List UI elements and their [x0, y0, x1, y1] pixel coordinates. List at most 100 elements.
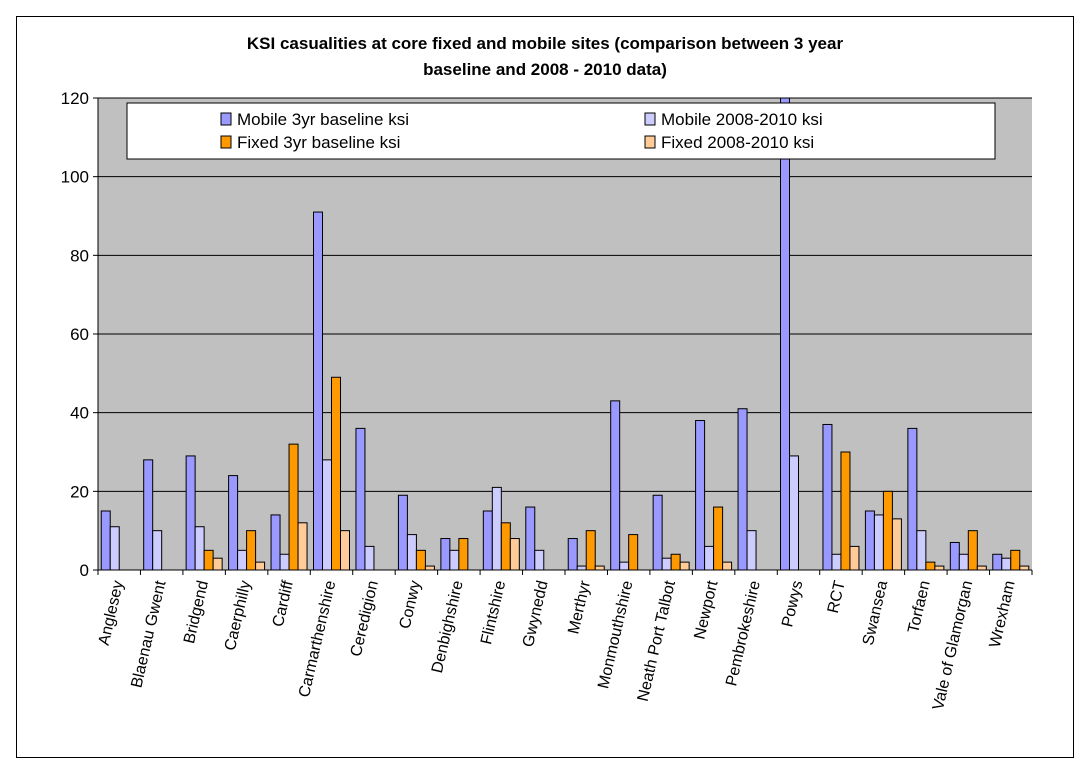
bar [458, 538, 469, 571]
bar [322, 459, 332, 571]
legend-label: Fixed 3yr baseline ksi [237, 133, 400, 152]
x-axis-labels: Anglesey Blaenau Gwent Bridgend Caerphilly C… [96, 578, 1019, 711]
bar [976, 565, 987, 571]
bar [534, 549, 545, 571]
bar [297, 522, 308, 571]
bar [992, 553, 1003, 571]
legend-swatch [644, 135, 656, 149]
chart-title-line: KSI casualities at core fixed and mobile… [247, 34, 844, 53]
bar [279, 553, 290, 571]
bar [873, 514, 884, 571]
legend-label: Mobile 2008-2010 ksi [661, 110, 823, 129]
category-label: Anglesey [96, 579, 127, 647]
bar [891, 518, 902, 571]
category-label: Newport [692, 579, 722, 641]
bar [152, 530, 163, 571]
bar [288, 443, 299, 571]
bar [1019, 565, 1030, 571]
bar [789, 455, 799, 571]
bar [203, 549, 214, 571]
category-label: Monmouthshire [595, 579, 636, 690]
y-tick-label: 0 [80, 561, 89, 580]
bar [934, 565, 945, 571]
bar [440, 538, 451, 571]
bar [212, 557, 223, 571]
bar [109, 526, 120, 571]
bar [610, 400, 621, 571]
category-label: Torfaen [905, 579, 934, 635]
legend-swatch [644, 112, 656, 126]
bar [849, 545, 860, 571]
legend-label: Mobile 3yr baseline ksi [237, 110, 409, 129]
bar [237, 549, 248, 571]
legend-label: Fixed 2008-2010 ksi [661, 133, 814, 152]
category-label: Gwynedd [520, 579, 552, 649]
bar [482, 510, 493, 571]
bar [331, 376, 341, 571]
bar [925, 561, 936, 571]
chart-frame: KSI casualities at core fixed and mobile… [16, 16, 1074, 758]
legend: Mobile 3yr baseline ksi Mobile 2008-2010 … [126, 102, 996, 160]
bar [661, 557, 672, 571]
y-axis-ticks: 0 20 40 60 80 100 120 [61, 89, 98, 580]
bar [780, 97, 790, 571]
category-label: Flintshire [478, 579, 509, 646]
chart-title-line: baseline and 2008 - 2010 data) [423, 60, 667, 79]
y-tick-label: 120 [61, 89, 89, 108]
bar [1010, 549, 1021, 571]
category-label: Pembrokeshire [723, 579, 764, 688]
category-label: Denbighshire [429, 579, 467, 675]
bar [424, 565, 435, 571]
bar [916, 530, 927, 571]
bar [228, 475, 239, 571]
bar [679, 561, 690, 571]
bar [722, 561, 733, 571]
category-label: Neath Port Talbot [635, 579, 679, 704]
bar [194, 526, 205, 571]
legend-swatch [220, 135, 232, 149]
bar [695, 420, 706, 571]
bar [619, 561, 630, 571]
y-tick-label: 60 [70, 325, 89, 344]
chart: KSI casualities at core fixed and mobile… [61, 34, 1033, 712]
bar [567, 538, 578, 571]
bar [585, 530, 596, 571]
bar [967, 530, 978, 571]
bars [100, 97, 1030, 571]
category-label: Caerphilly [222, 579, 255, 652]
bar [958, 553, 969, 571]
bar [628, 534, 639, 571]
bar [406, 534, 417, 571]
bar [449, 549, 460, 571]
y-tick-label: 100 [61, 168, 89, 187]
bar [737, 408, 748, 571]
bar [882, 490, 893, 571]
bar [500, 522, 511, 571]
category-label: RCT [825, 579, 849, 615]
bar [746, 530, 757, 571]
bar [313, 211, 323, 571]
category-label: Cardiff [270, 579, 297, 629]
bar [831, 553, 842, 571]
category-label: Merthyr [565, 578, 594, 635]
bar [270, 514, 281, 571]
bar [704, 545, 715, 571]
y-tick-label: 80 [70, 246, 89, 265]
bar [397, 494, 408, 571]
y-tick-label: 40 [70, 404, 89, 423]
bar [670, 553, 681, 571]
bar [822, 423, 833, 571]
bar [143, 459, 154, 571]
legend-swatch [220, 112, 232, 126]
category-label: Ceredigion [348, 579, 382, 658]
bar [713, 506, 724, 571]
category-label: Carmarthenshire [296, 579, 339, 699]
bar [509, 538, 520, 571]
bar [415, 549, 426, 571]
bar [907, 427, 918, 571]
bar [246, 530, 257, 571]
bar [594, 565, 605, 571]
category-label: Powys [779, 579, 806, 629]
bar [185, 455, 196, 571]
category-label: Bridgend [181, 579, 212, 645]
